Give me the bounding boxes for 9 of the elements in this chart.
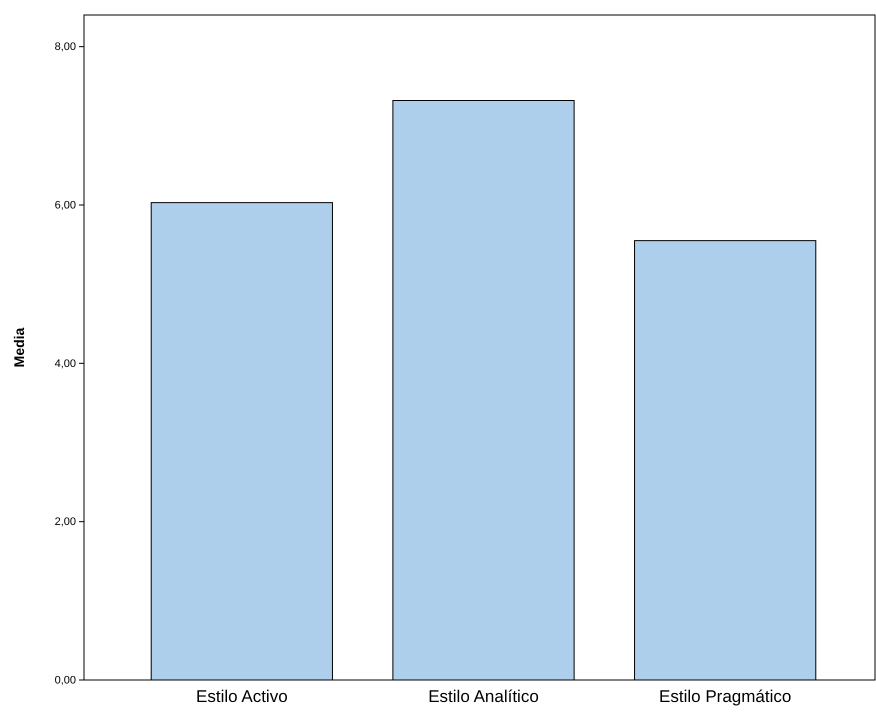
- y-tick-label: 0,00: [54, 674, 76, 687]
- y-tick-label: 4,00: [54, 358, 76, 370]
- y-tick-label: 8,00: [54, 41, 76, 54]
- x-tick-label: Estilo Activo: [196, 687, 288, 706]
- y-tick-label: 6,00: [54, 200, 76, 212]
- x-tick-label: Estilo Analítico: [428, 687, 539, 706]
- x-tick-label: Estilo Pragmático: [659, 687, 792, 706]
- y-tick-label: 2,00: [54, 516, 76, 528]
- y-axis-title: Media: [11, 327, 27, 368]
